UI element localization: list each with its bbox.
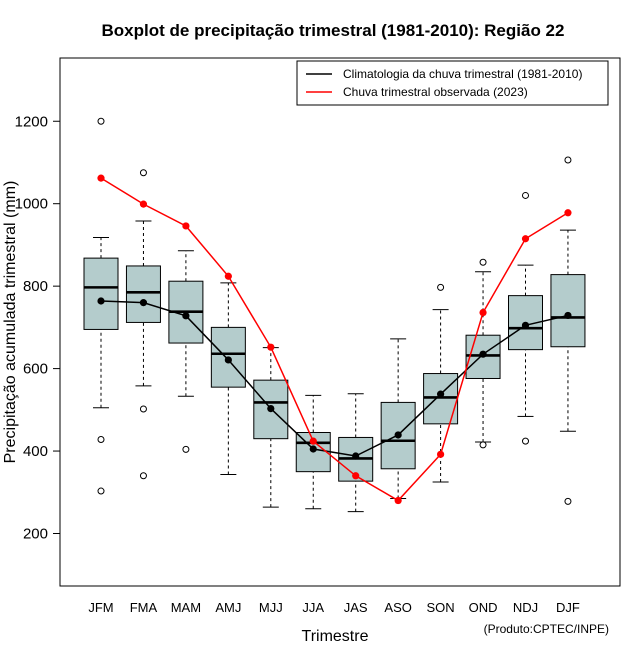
series-point <box>267 343 275 351</box>
x-tick-label: OND <box>469 600 498 615</box>
outlier-point <box>97 436 105 444</box>
x-tick-label: AMJ <box>215 600 241 615</box>
outlier-point <box>479 441 487 449</box>
series-point <box>394 496 402 505</box>
x-tick-label: ASO <box>384 600 411 615</box>
plot-frame <box>59 57 621 587</box>
box-iqr <box>83 257 119 330</box>
series-point <box>139 299 148 307</box>
series-point <box>97 297 105 305</box>
x-tick-label: SON <box>427 600 455 615</box>
outlier-point <box>437 283 445 291</box>
series-climatology <box>97 297 572 460</box>
x-axis-label: Trimestre <box>302 628 369 645</box>
x-tick-label: MAM <box>171 600 201 615</box>
legend-label-climatology: Climatologia da chuva trimestral (1981-2… <box>343 67 582 81</box>
outlier-point <box>182 445 190 453</box>
x-tick-label: MJJ <box>259 600 283 615</box>
y-tick-label: 600 <box>23 361 48 378</box>
series-point <box>224 272 232 280</box>
box-ASO <box>380 338 416 499</box>
series-point <box>394 431 402 439</box>
series-point <box>479 308 487 317</box>
series-point <box>309 437 317 445</box>
series-point <box>521 235 530 243</box>
outlier-point <box>522 191 529 199</box>
legend-box <box>296 60 609 106</box>
outlier-point <box>139 169 147 177</box>
series-point <box>564 311 572 320</box>
x-tick-label: FMA <box>130 600 158 615</box>
outlier-point <box>97 487 105 495</box>
series-line <box>100 300 569 457</box>
y-tick-label: 200 <box>23 526 48 543</box>
outlier-point <box>522 437 529 445</box>
outlier-point <box>139 472 147 480</box>
outlier-point <box>139 405 147 413</box>
outlier-point <box>97 117 105 125</box>
axes-layer: 200 400 600 800 1000 1200 JFM FMA MAM AMJ MJJ JJA JA… <box>15 113 580 615</box>
box-JFM <box>83 117 119 495</box>
box-NDJ <box>508 191 543 445</box>
x-tick-label: DJF <box>556 600 580 615</box>
x-tick-label: NDJ <box>513 600 538 615</box>
series-observed <box>97 174 572 505</box>
chart-title: Boxplot de precipitação trimestral (1981… <box>102 21 565 40</box>
legend: Climatologia da chuva trimestral (1981-2… <box>296 60 609 106</box>
box-FMA <box>125 169 161 480</box>
box-iqr <box>550 274 586 348</box>
legend-label-observed: Chuva trimestral observada (2023) <box>343 85 528 99</box>
series-point <box>352 452 360 460</box>
x-tick-label: JAS <box>344 600 368 615</box>
series-point <box>437 390 445 398</box>
series-point <box>139 200 148 208</box>
series-point <box>521 321 530 329</box>
product-credit: (Produto:CPTEC/INPE) <box>484 622 609 636</box>
y-axis-label: Precipitação acumulada trimestral (mm) <box>2 181 19 464</box>
box-DJF <box>550 156 586 505</box>
y-tick-label: 400 <box>23 443 48 460</box>
series-point <box>182 312 190 320</box>
boxes-layer <box>83 117 586 513</box>
series-point <box>182 222 190 230</box>
series-point <box>224 356 232 364</box>
series-point <box>309 445 317 453</box>
series-layer <box>97 174 572 505</box>
y-tick-label: 1200 <box>15 113 48 130</box>
y-tick-label: 1000 <box>15 196 48 213</box>
outlier-point <box>564 156 572 164</box>
series-point <box>97 174 105 182</box>
box-AMJ <box>210 282 246 476</box>
box-iqr <box>125 265 161 323</box>
series-point <box>437 450 445 458</box>
outlier-point <box>564 497 572 505</box>
x-tick-label: JJA <box>302 600 324 615</box>
x-tick-label: JFM <box>88 600 113 615</box>
series-line <box>100 177 569 502</box>
series-point <box>352 472 360 480</box>
series-point <box>479 350 487 358</box>
series-point <box>267 404 275 413</box>
box-MAM <box>168 250 204 453</box>
outlier-point <box>479 258 487 266</box>
box-MJJ <box>253 347 289 508</box>
series-point <box>564 209 572 217</box>
y-tick-label: 800 <box>23 278 48 295</box>
